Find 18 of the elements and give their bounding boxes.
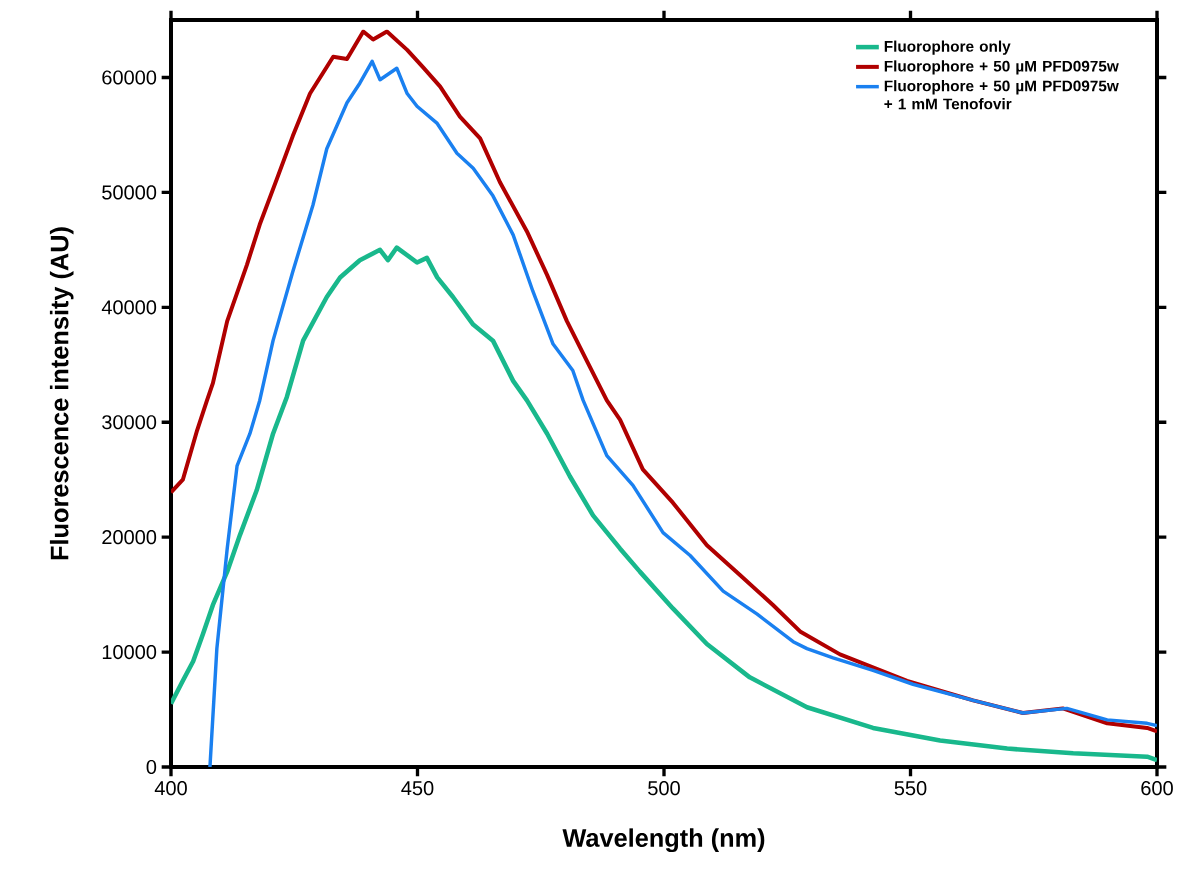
x-axis-title: Wavelength (nm) — [562, 828, 765, 853]
x-tick-label: 450 — [401, 781, 434, 796]
y-tick-label: 0 — [146, 759, 157, 775]
line-series — [171, 245, 1157, 763]
x-tick-label: 550 — [894, 781, 927, 796]
y-tick-label: 60000 — [102, 70, 157, 85]
y-tick-label: 50000 — [102, 185, 157, 200]
x-tick-label: 500 — [648, 781, 680, 796]
legend-label: Fluorophore + 50 µM PFD0975w — [884, 60, 1119, 75]
legend-label: Fluorophore + 50 µM PFD0975w + 1 mM Tenofovir — [884, 80, 1119, 110]
y-tick-label: 10000 — [102, 644, 157, 660]
y-tick-label: 40000 — [101, 300, 157, 315]
x-tick-label: 600 — [1141, 781, 1173, 796]
y-axis-title: Fluorescence intensity (AU) — [49, 227, 74, 560]
x-tick-label: 400 — [154, 781, 187, 796]
legend-label: Fluorophore only — [884, 40, 1011, 55]
y-tick-label: 30000 — [102, 415, 157, 430]
y-tick-label: 20000 — [102, 530, 157, 545]
